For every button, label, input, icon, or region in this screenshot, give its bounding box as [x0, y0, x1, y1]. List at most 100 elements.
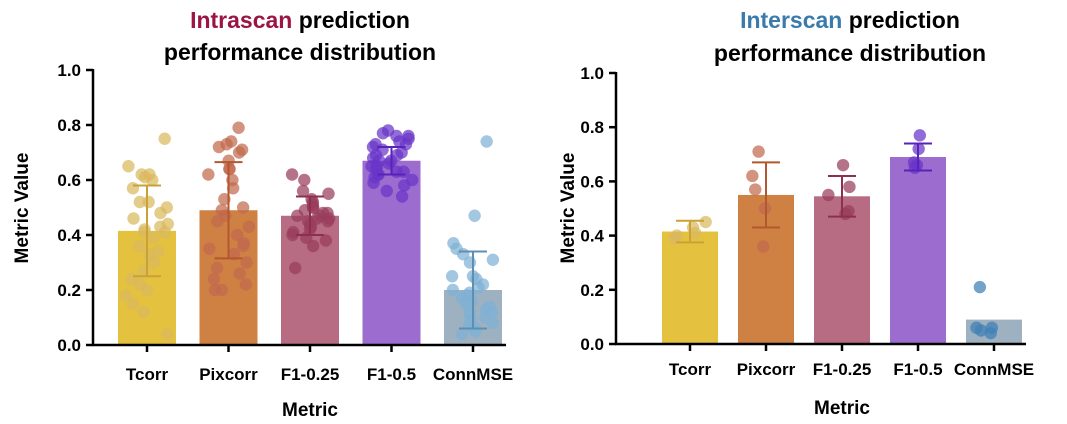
- y-axis-title: Metric Value: [12, 153, 33, 264]
- data-point: [380, 184, 393, 198]
- x-tick-label: F1-0.5: [367, 365, 416, 384]
- data-point: [133, 239, 146, 253]
- data-point: [984, 326, 997, 340]
- data-point: [367, 176, 380, 189]
- y-tick-label: 1.0: [580, 64, 604, 83]
- data-point: [207, 272, 221, 286]
- chart-panel-1: Intrascan prediction performance distribu…: [12, 7, 513, 421]
- chart-panel-2: Interscan prediction performance distribu…: [558, 7, 1034, 419]
- data-point: [306, 239, 320, 253]
- data-point: [133, 195, 147, 209]
- x-tick-label: Pixcorr: [199, 365, 258, 384]
- data-point: [215, 283, 229, 297]
- data-point: [395, 190, 409, 203]
- y-tick-label: 0.2: [57, 281, 81, 300]
- y-axis-title: Metric Value: [558, 153, 579, 264]
- x-tick-label: F1-0.25: [813, 360, 872, 379]
- data-point: [296, 184, 310, 198]
- data-point: [973, 280, 987, 294]
- data-point: [126, 297, 140, 310]
- data-point: [455, 327, 469, 341]
- x-tick-label: Pixcorr: [737, 360, 796, 379]
- y-tick-label: 1.0: [57, 61, 81, 80]
- data-point: [154, 206, 167, 220]
- data-point: [472, 281, 485, 294]
- data-point: [202, 168, 215, 181]
- data-point: [242, 220, 256, 233]
- data-point: [469, 325, 482, 338]
- x-tick-label: F1-0.5: [893, 360, 942, 379]
- data-point: [913, 129, 927, 142]
- y-tick-label: 0.6: [580, 172, 604, 191]
- chart-title-rest: prediction: [842, 7, 960, 33]
- chart-title-line-1: Interscan prediction: [740, 7, 960, 33]
- data-point: [298, 173, 311, 187]
- y-tick-label: 0.0: [57, 336, 81, 355]
- data-point: [140, 283, 154, 297]
- data-point: [397, 179, 411, 192]
- y-tick-label: 0.4: [580, 227, 604, 246]
- data-point: [486, 316, 500, 330]
- data-point: [210, 261, 224, 275]
- data-point: [749, 183, 762, 196]
- data-point: [161, 327, 174, 341]
- data-point: [908, 161, 922, 175]
- data-point: [322, 187, 335, 200]
- data-point: [203, 242, 216, 255]
- data-point: [146, 173, 159, 187]
- data-point: [468, 209, 481, 222]
- data-point: [126, 182, 140, 195]
- data-point: [699, 215, 712, 229]
- chart-title-highlight: Intrascan: [190, 7, 292, 33]
- data-point: [836, 158, 850, 172]
- data-point: [688, 226, 702, 240]
- data-point: [289, 261, 302, 275]
- y-tick-label: 0.0: [580, 335, 604, 354]
- y-tick-label: 0.4: [57, 226, 81, 245]
- data-point: [211, 215, 224, 228]
- data-point: [445, 270, 459, 283]
- data-point: [158, 132, 171, 145]
- data-point: [226, 182, 240, 195]
- data-point: [232, 146, 246, 159]
- data-point: [376, 127, 390, 140]
- data-point: [212, 140, 226, 154]
- data-point: [127, 212, 140, 225]
- x-axis-title: Metric: [814, 398, 870, 419]
- chart-title-rest: prediction: [292, 7, 410, 33]
- data-point: [752, 145, 765, 158]
- data-point: [218, 193, 231, 206]
- data-point: [321, 215, 335, 228]
- data-point: [146, 231, 160, 244]
- data-point: [291, 209, 304, 222]
- data-point: [286, 228, 299, 242]
- x-axis-title: Metric: [282, 400, 338, 421]
- data-point: [233, 267, 246, 280]
- data-point: [480, 135, 493, 148]
- data-point: [227, 248, 241, 261]
- data-point: [446, 283, 460, 297]
- data-point: [746, 169, 759, 183]
- y-tick-label: 0.8: [580, 118, 604, 137]
- data-point: [137, 305, 150, 319]
- y-tick-label: 0.6: [57, 171, 81, 190]
- data-point: [974, 324, 988, 337]
- x-tick-label: ConnMSE: [954, 360, 1034, 379]
- data-point: [319, 234, 333, 247]
- data-point: [239, 278, 252, 291]
- data-point: [756, 240, 770, 253]
- data-point: [843, 180, 856, 194]
- x-tick-label: Tcorr: [126, 365, 169, 384]
- bar-f1-0-5: [890, 157, 946, 344]
- data-point: [158, 226, 172, 239]
- x-tick-label: ConnMSE: [433, 365, 513, 384]
- chart-title-line-1: Intrascan prediction: [190, 7, 410, 33]
- data-point: [142, 195, 155, 209]
- bar-f1-0-25: [814, 196, 870, 344]
- x-tick-label: F1-0.25: [281, 365, 340, 384]
- data-point: [240, 256, 253, 269]
- data-point: [122, 160, 135, 173]
- data-point: [119, 289, 133, 302]
- data-point: [237, 239, 250, 253]
